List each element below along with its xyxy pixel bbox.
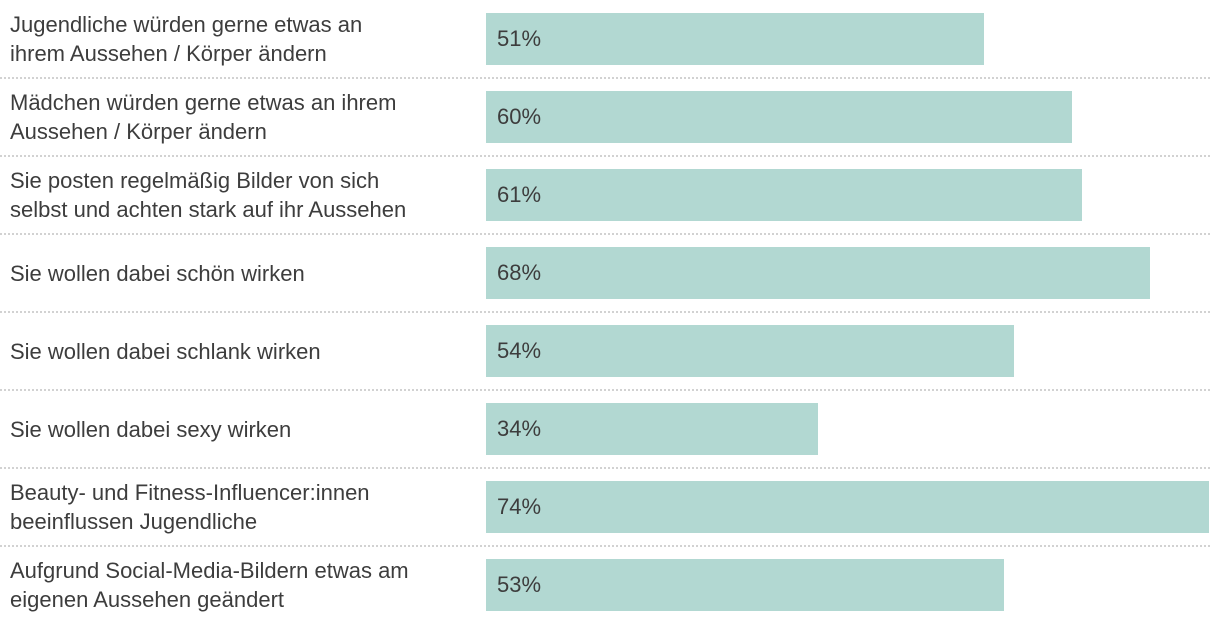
bar-track: 53% (486, 559, 1209, 611)
bar-track: 74% (486, 481, 1209, 533)
value-label: 74% (497, 494, 542, 519)
value-bar: 68% (486, 247, 1151, 299)
value-bar: 74% (486, 481, 1209, 533)
bar-track: 68% (486, 247, 1209, 299)
chart-row: Jugendliche würden gerne etwas an ihrem … (0, 0, 1220, 79)
value-label: 34% (497, 416, 542, 441)
category-label-line: Aussehen / Körper ändern (10, 119, 267, 144)
value-bar: 60% (486, 91, 1073, 143)
value-bar: 53% (486, 559, 1004, 611)
chart-row: Aufgrund Social-Media-Bildern etwas am e… (0, 546, 1220, 624)
value-label: 54% (497, 338, 542, 363)
chart-row: Sie wollen dabei schlank wirken 54% (0, 312, 1220, 391)
value-label: 53% (497, 572, 542, 597)
chart-row: Sie wollen dabei schön wirken 68% (0, 234, 1220, 313)
category-label: Jugendliche würden gerne etwas an ihrem … (0, 10, 486, 68)
category-label-line: Jugendliche würden gerne etwas an (10, 12, 363, 37)
chart-row: Sie wollen dabei sexy wirken 34% (0, 390, 1220, 469)
value-bar: 34% (486, 403, 819, 455)
bar-track: 34% (486, 403, 1209, 455)
category-label-line: ihrem Aussehen / Körper ändern (10, 41, 327, 66)
category-label-line: Sie wollen dabei sexy wirken (10, 416, 292, 442)
bar-track: 60% (486, 91, 1209, 143)
value-bar: 51% (486, 13, 985, 65)
category-label: Sie wollen dabei sexy wirken (0, 415, 486, 444)
bar-track: 51% (486, 13, 1209, 65)
category-label-line: Aufgrund Social-Media-Bildern etwas am (10, 558, 409, 583)
chart-row: Mädchen würden gerne etwas an ihrem Auss… (0, 78, 1220, 157)
category-label: Sie wollen dabei schön wirken (0, 259, 486, 288)
category-label-line: Sie wollen dabei schön wirken (10, 260, 305, 286)
chart-row: Beauty- und Fitness-Influencer:innen bee… (0, 468, 1220, 547)
category-label: Mädchen würden gerne etwas an ihrem Auss… (0, 88, 486, 146)
category-label: Aufgrund Social-Media-Bildern etwas am e… (0, 556, 486, 614)
category-label-line: Sie posten regelmäßig Bilder von sich (10, 168, 380, 193)
category-label: Sie wollen dabei schlank wirken (0, 337, 486, 366)
category-label-line: beeinflussen Jugendliche (10, 509, 258, 534)
value-label: 60% (497, 104, 542, 129)
category-label-line: Mädchen würden gerne etwas an ihrem (10, 90, 397, 115)
category-label-line: Sie wollen dabei schlank wirken (10, 338, 321, 364)
value-label: 61% (497, 182, 542, 207)
bar-track: 54% (486, 325, 1209, 377)
value-bar: 54% (486, 325, 1014, 377)
chart-row: Sie posten regelmäßig Bilder von sich se… (0, 156, 1220, 235)
category-label-line: eigenen Aussehen geändert (10, 587, 285, 612)
category-label: Beauty- und Fitness-Influencer:innen bee… (0, 478, 486, 536)
bar-track: 61% (486, 169, 1209, 221)
category-label: Sie posten regelmäßig Bilder von sich se… (0, 166, 486, 224)
value-label: 51% (497, 26, 542, 51)
category-label-line: Beauty- und Fitness-Influencer:innen (10, 480, 370, 505)
value-bar: 61% (486, 169, 1082, 221)
value-label: 68% (497, 260, 542, 285)
category-label-line: selbst und achten stark auf ihr Aussehen (10, 197, 407, 222)
